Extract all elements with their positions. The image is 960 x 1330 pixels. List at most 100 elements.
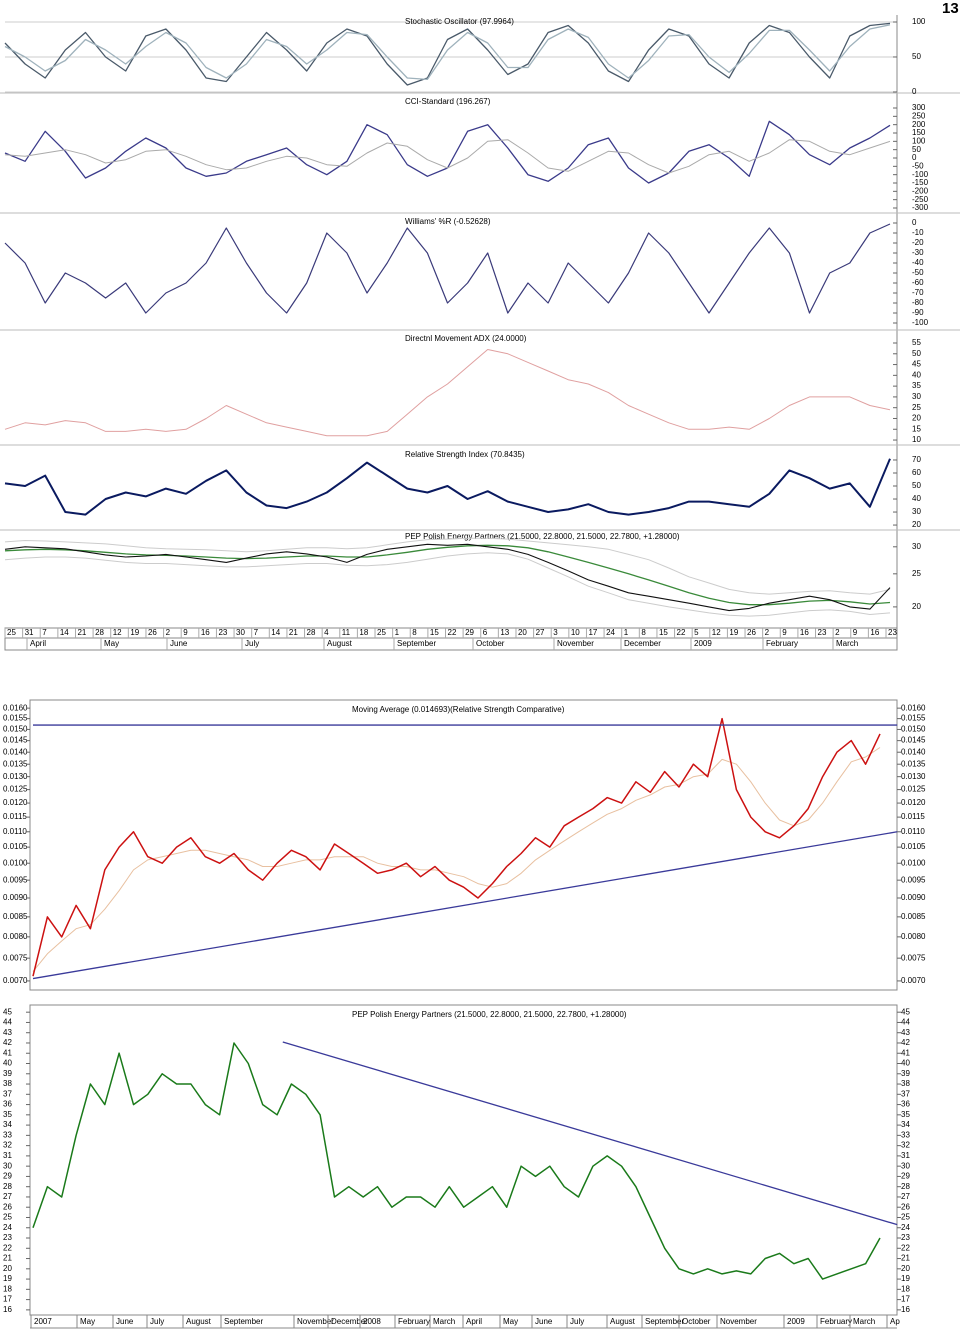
y-tick-label: 0.0095 [901, 875, 926, 884]
month-label: 2008 [363, 1317, 381, 1326]
date-axis [4, 627, 898, 651]
y-tick-label: 31 [3, 1151, 12, 1160]
y-tick-label: 21 [3, 1254, 12, 1263]
y-tick-label: 45 [901, 1007, 910, 1016]
y-tick-label: 0.0120 [3, 798, 28, 807]
y-tick-label: 0.0105 [3, 842, 28, 851]
panel-title: CCI-Standard (196.267) [405, 97, 491, 106]
day-label: 26 [747, 628, 756, 637]
y-tick-label: 25 [912, 403, 921, 412]
month-label: September [397, 639, 436, 648]
y-tick-label: 20 [912, 520, 921, 529]
y-tick-label: 44 [3, 1018, 12, 1027]
y-tick-label: 0.0100 [3, 858, 28, 867]
y-tick-label: 20 [912, 602, 921, 611]
y-tick-label: 41 [901, 1048, 910, 1057]
y-tick-label: 35 [901, 1110, 910, 1119]
y-tick-label: 34 [901, 1120, 910, 1129]
y-tick-label: 0.0080 [3, 932, 28, 941]
day-label: 22 [677, 628, 686, 637]
trend-line [32, 831, 898, 980]
y-tick-label: 25 [912, 569, 921, 578]
y-tick-label: 24 [3, 1223, 12, 1232]
y-tick-label: 34 [3, 1120, 12, 1129]
y-tick-label: 24 [901, 1223, 910, 1232]
y-tick-label: 19 [901, 1274, 910, 1283]
day-label: 1 [624, 628, 629, 637]
month-label: July [570, 1317, 584, 1326]
day-label: 1 [395, 628, 400, 637]
month-label: August [327, 639, 353, 648]
y-tick-label: 0.0125 [3, 785, 28, 794]
y-tick-label: 300 [912, 103, 926, 112]
series-line [4, 349, 891, 437]
month-label: March [853, 1317, 875, 1326]
y-tick-label: 10 [912, 435, 921, 444]
day-label: 9 [183, 628, 188, 637]
y-tick-label: 0.0145 [3, 736, 28, 745]
y-tick-label: 0.0120 [901, 798, 926, 807]
day-label: 5 [694, 628, 699, 637]
series-line [4, 458, 891, 516]
y-tick-label: 30 [912, 392, 921, 401]
panel-frame [29, 699, 898, 991]
month-label: December [624, 639, 661, 648]
day-label: 16 [201, 628, 210, 637]
day-label: 2 [166, 628, 171, 637]
y-tick-label: 40 [901, 1059, 910, 1068]
y-tick-label: 0 [912, 153, 917, 162]
series-line [32, 747, 881, 972]
y-tick-label: 60 [912, 468, 921, 477]
y-tick-label: 0 [912, 218, 917, 227]
y-tick-label: 0.0150 [901, 725, 926, 734]
y-tick-label: 26 [901, 1202, 910, 1211]
y-tick-label: 16 [901, 1305, 910, 1314]
y-tick-label: 0.0070 [901, 976, 926, 985]
y-tick-label: 0 [912, 87, 917, 96]
y-tick-label: 0.0105 [901, 842, 926, 851]
day-label: 20 [518, 628, 527, 637]
day-label: 14 [271, 628, 280, 637]
y-tick-label: -20 [912, 238, 924, 247]
month-label: February [766, 639, 798, 648]
y-tick-label: 100 [912, 136, 926, 145]
y-tick-label: 0.0110 [901, 827, 925, 836]
y-tick-label: 0.0140 [3, 747, 28, 756]
y-tick-label: 25 [901, 1213, 910, 1222]
y-tick-label: 0.0135 [3, 759, 28, 768]
day-label: 22 [448, 628, 457, 637]
y-tick-label: 16 [3, 1305, 12, 1314]
day-label: 8 [412, 628, 417, 637]
y-tick-label: 27 [901, 1192, 910, 1201]
month-label: June [170, 639, 188, 648]
day-label: 21 [289, 628, 298, 637]
month-label: November [720, 1317, 757, 1326]
panel-title: PEP Polish Energy Partners (21.5000, 22.… [352, 1010, 627, 1019]
y-tick-label: 0.0130 [3, 772, 28, 781]
series-line [32, 717, 881, 977]
y-tick-label: 0.0130 [901, 772, 926, 781]
y-tick-label: 0.0095 [3, 875, 28, 884]
y-tick-label: 45 [3, 1007, 12, 1016]
panel-title: Moving Average (0.014693)(Relative Stren… [352, 705, 565, 714]
day-label: 16 [800, 628, 809, 637]
y-tick-label: 25 [3, 1213, 12, 1222]
y-tick-label: 0.0100 [901, 858, 926, 867]
y-tick-label: 22 [901, 1243, 910, 1252]
day-label: 2 [835, 628, 840, 637]
day-label: 25 [7, 628, 16, 637]
day-label: 2 [765, 628, 770, 637]
y-tick-label: 100 [912, 17, 926, 26]
y-tick-label: -80 [912, 298, 924, 307]
y-tick-label: 0.0135 [901, 759, 926, 768]
series-line [4, 120, 891, 184]
y-tick-label: 50 [912, 481, 921, 490]
y-tick-label: 15 [912, 424, 921, 433]
day-label: 30 [236, 628, 245, 637]
y-tick-label: 30 [912, 542, 921, 551]
y-tick-label: 44 [901, 1018, 910, 1027]
y-tick-label: 50 [912, 145, 921, 154]
series-line [4, 544, 891, 606]
y-tick-label: 0.0070 [3, 976, 28, 985]
y-tick-label: -100 [912, 170, 929, 179]
